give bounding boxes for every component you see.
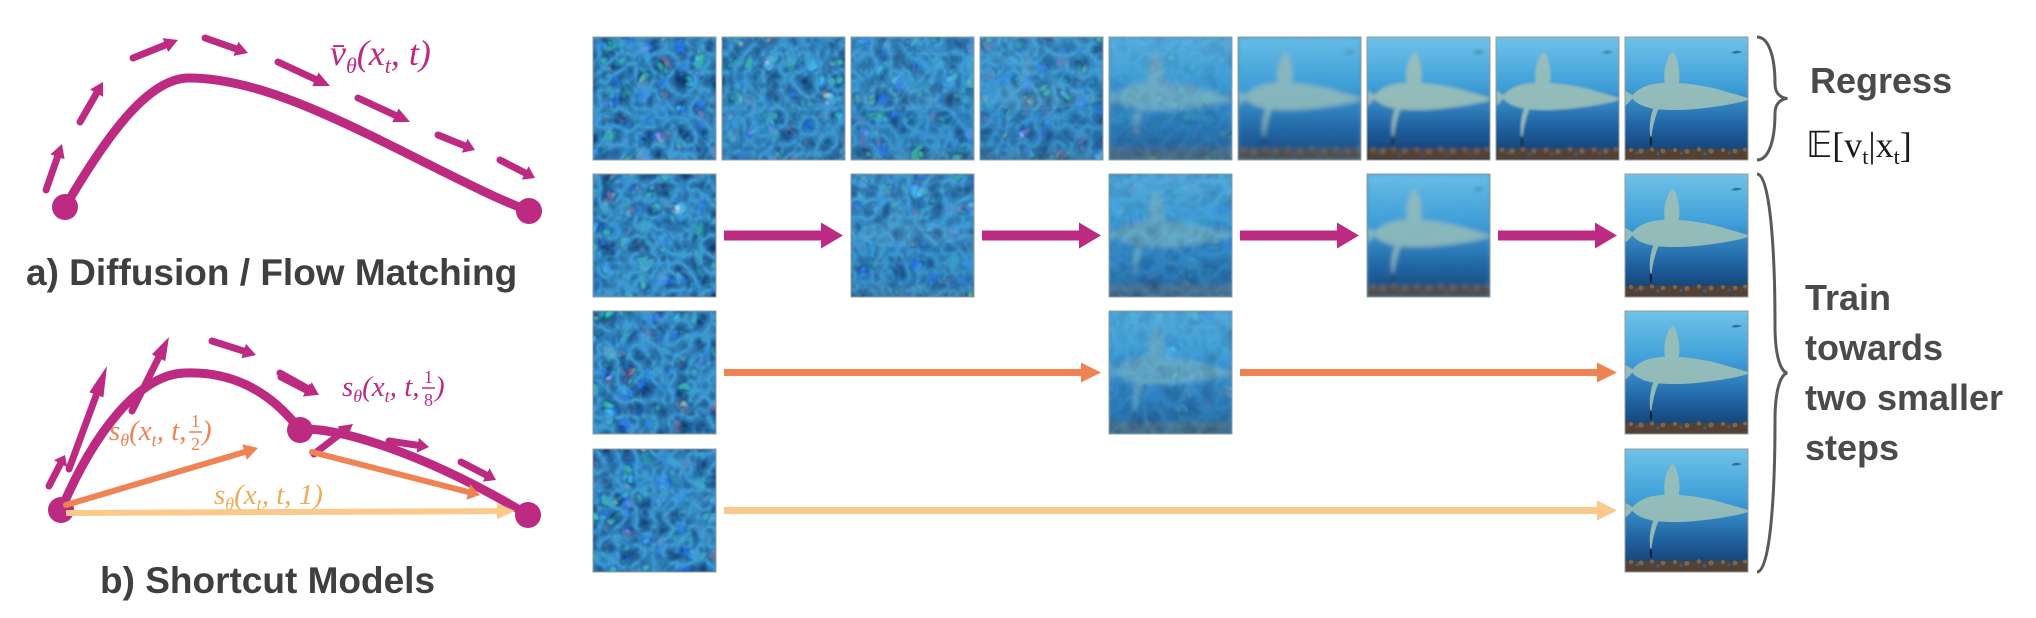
svg-text:8: 8 bbox=[424, 390, 433, 410]
svg-text:Regress: Regress bbox=[1810, 60, 1952, 101]
svg-text:): ) bbox=[433, 371, 445, 403]
svg-text:towards: towards bbox=[1805, 327, 1943, 368]
svg-text:1: 1 bbox=[424, 367, 433, 387]
svg-text:2: 2 bbox=[191, 434, 200, 454]
svg-text:Train: Train bbox=[1805, 277, 1891, 318]
svg-text:two smaller: two smaller bbox=[1805, 377, 2003, 418]
svg-text:steps: steps bbox=[1805, 427, 1899, 468]
svg-text:b) Shortcut Models: b) Shortcut Models bbox=[100, 560, 435, 601]
svg-text:): ) bbox=[200, 415, 212, 447]
svg-text:a) Diffusion / Flow Matching: a) Diffusion / Flow Matching bbox=[26, 252, 517, 293]
svg-text:v̄θ(xt, t): v̄θ(xt, t) bbox=[330, 33, 431, 78]
svg-text:1: 1 bbox=[191, 411, 200, 431]
